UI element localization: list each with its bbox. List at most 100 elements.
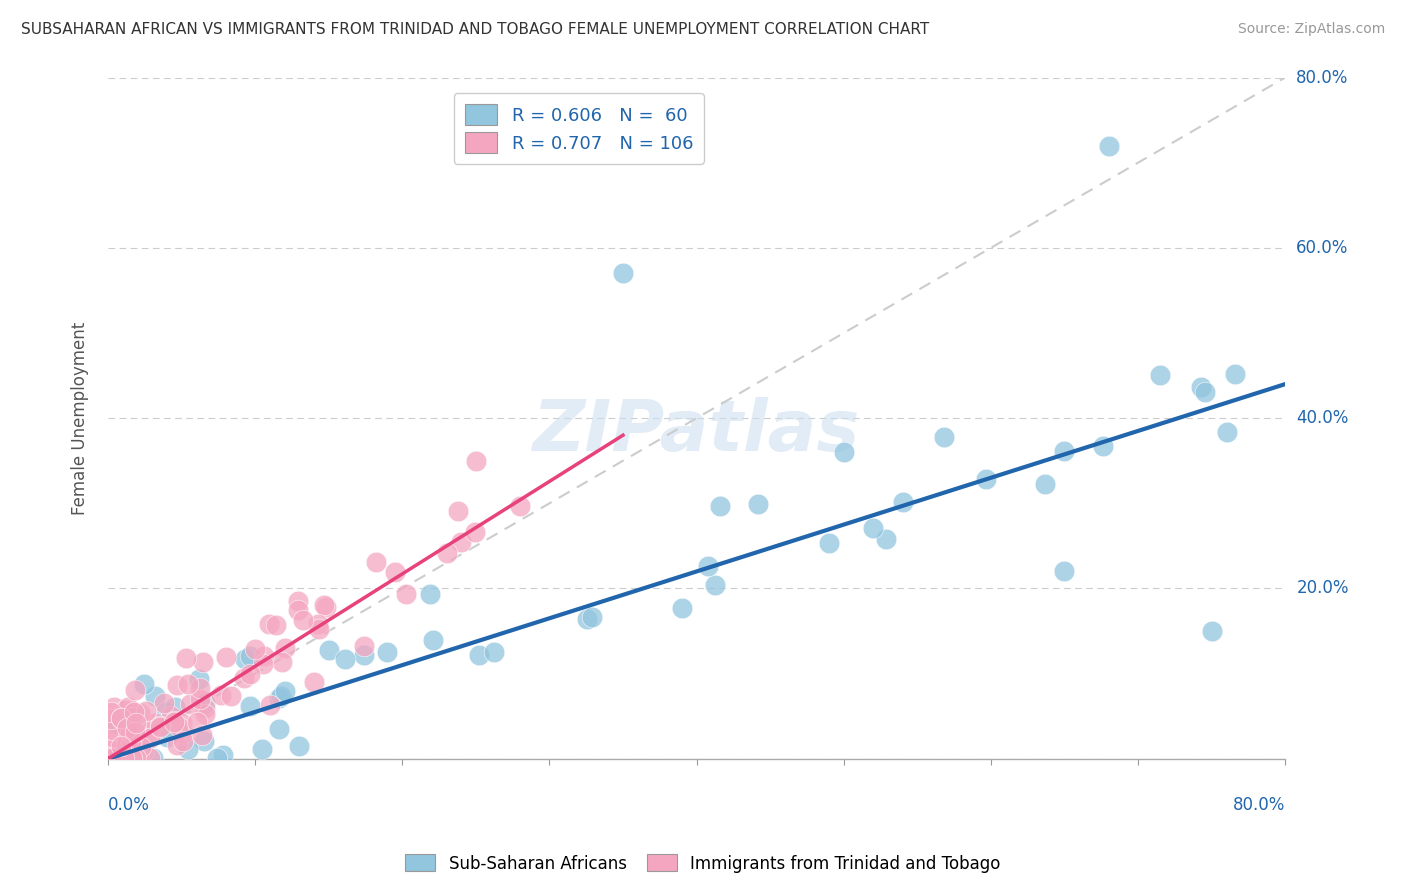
Point bbox=[436, 546, 458, 560]
Point bbox=[932, 430, 955, 444]
Point bbox=[239, 699, 262, 714]
Point bbox=[188, 691, 211, 706]
Point bbox=[124, 683, 146, 698]
Point bbox=[98, 751, 121, 765]
Point bbox=[395, 587, 418, 601]
Text: 80.0%: 80.0% bbox=[1233, 797, 1285, 814]
Point bbox=[138, 725, 160, 739]
Point bbox=[149, 718, 172, 732]
Point bbox=[267, 690, 290, 705]
Point bbox=[110, 711, 132, 725]
Point bbox=[142, 751, 165, 765]
Point bbox=[131, 745, 153, 759]
Point bbox=[308, 622, 330, 636]
Point bbox=[233, 671, 256, 685]
Point bbox=[270, 655, 292, 669]
Point bbox=[447, 504, 470, 518]
Point bbox=[98, 743, 121, 757]
Point bbox=[1189, 380, 1212, 394]
Point bbox=[117, 751, 139, 765]
Point bbox=[165, 700, 187, 714]
Point bbox=[834, 445, 856, 459]
Point bbox=[100, 705, 122, 719]
Point bbox=[98, 751, 121, 765]
Text: 0.0%: 0.0% bbox=[108, 797, 150, 814]
Point bbox=[1053, 565, 1076, 579]
Point bbox=[112, 751, 135, 765]
Text: Source: ZipAtlas.com: Source: ZipAtlas.com bbox=[1237, 22, 1385, 37]
Point bbox=[891, 495, 914, 509]
Point bbox=[101, 730, 124, 744]
Point bbox=[1225, 367, 1247, 381]
Point bbox=[1053, 444, 1076, 458]
Point bbox=[117, 751, 139, 765]
Point bbox=[163, 714, 186, 729]
Point bbox=[818, 536, 841, 550]
Point bbox=[318, 642, 340, 657]
Point bbox=[188, 673, 211, 687]
Point bbox=[191, 728, 214, 742]
Point bbox=[709, 499, 731, 513]
Point bbox=[120, 750, 142, 764]
Point bbox=[974, 472, 997, 486]
Point bbox=[172, 716, 194, 731]
Point bbox=[239, 666, 262, 681]
Point bbox=[124, 725, 146, 739]
Point bbox=[375, 645, 398, 659]
Legend: Sub-Saharan Africans, Immigrants from Trinidad and Tobago: Sub-Saharan Africans, Immigrants from Tr… bbox=[399, 847, 1007, 880]
Point bbox=[245, 641, 267, 656]
Point bbox=[273, 683, 295, 698]
Point bbox=[115, 715, 138, 730]
Point bbox=[159, 723, 181, 738]
Point bbox=[101, 751, 124, 765]
Point bbox=[121, 751, 143, 765]
Point bbox=[291, 613, 314, 627]
Point bbox=[464, 454, 486, 468]
Point bbox=[193, 655, 215, 669]
Point bbox=[128, 751, 150, 765]
Point bbox=[110, 739, 132, 754]
Point bbox=[287, 593, 309, 607]
Point bbox=[111, 747, 134, 761]
Point bbox=[186, 714, 208, 729]
Point bbox=[576, 612, 599, 626]
Point bbox=[129, 706, 152, 720]
Legend: R = 0.606   N =  60, R = 0.707   N = 106: R = 0.606 N = 60, R = 0.707 N = 106 bbox=[454, 94, 704, 164]
Point bbox=[155, 705, 177, 719]
Point bbox=[156, 731, 179, 745]
Point bbox=[219, 689, 242, 703]
Point bbox=[115, 721, 138, 735]
Point bbox=[112, 751, 135, 765]
Point bbox=[1149, 368, 1171, 382]
Point bbox=[98, 751, 121, 765]
Point bbox=[233, 652, 256, 666]
Point bbox=[110, 751, 132, 765]
Point bbox=[468, 648, 491, 662]
Point bbox=[176, 741, 198, 756]
Point bbox=[252, 657, 274, 671]
Point bbox=[353, 639, 375, 653]
Point bbox=[122, 705, 145, 719]
Point bbox=[1201, 624, 1223, 638]
Point bbox=[125, 751, 148, 765]
Text: 80.0%: 80.0% bbox=[1296, 69, 1348, 87]
Point bbox=[207, 751, 229, 765]
Point bbox=[312, 598, 335, 612]
Point bbox=[149, 720, 172, 734]
Point bbox=[176, 676, 198, 690]
Point bbox=[259, 698, 281, 712]
Point bbox=[862, 521, 884, 535]
Point bbox=[188, 681, 211, 695]
Point bbox=[101, 723, 124, 737]
Point bbox=[211, 748, 233, 763]
Point bbox=[315, 600, 337, 615]
Text: 60.0%: 60.0% bbox=[1296, 239, 1348, 257]
Point bbox=[98, 751, 121, 765]
Point bbox=[257, 617, 280, 632]
Point bbox=[166, 678, 188, 692]
Point bbox=[238, 648, 260, 663]
Point bbox=[419, 587, 441, 601]
Point bbox=[120, 714, 142, 728]
Point bbox=[509, 499, 531, 513]
Point bbox=[384, 566, 406, 580]
